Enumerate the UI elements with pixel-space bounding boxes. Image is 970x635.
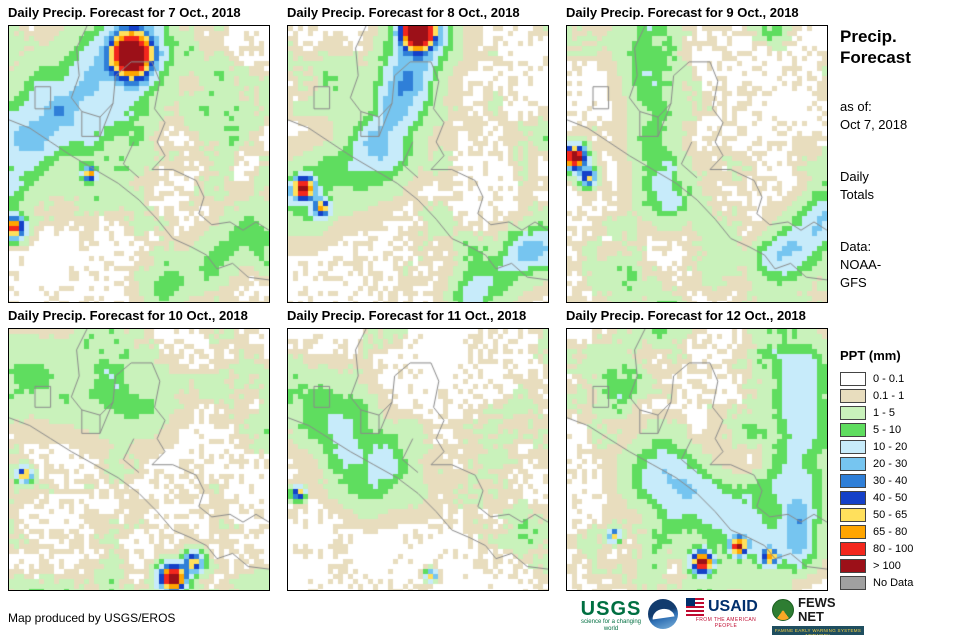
legend-label: 30 - 40 [873, 474, 908, 487]
legend-swatch [840, 575, 866, 590]
data-source-label: Data: NOAA- GFS [840, 239, 882, 291]
usaid-flag-icon [686, 598, 704, 616]
legend-swatch [840, 405, 866, 420]
legend-label: 0 - 0.1 [873, 372, 905, 385]
forecast-panel-oct11: Daily Precip. Forecast for 11 Oct., 2018 [287, 306, 549, 591]
usgs-logo-text: USGS [580, 598, 642, 620]
legend-entry: 5 - 10 [840, 421, 913, 438]
precip-map-canvas [8, 328, 270, 591]
legend-entry: 40 - 50 [840, 489, 913, 506]
panel-title: Daily Precip. Forecast for 9 Oct., 2018 [566, 5, 799, 20]
usaid-tagline: FROM THE AMERICAN PEOPLE [695, 617, 757, 629]
legend-label: 1 - 5 [873, 406, 896, 419]
fewsnet-emblem-icon [772, 599, 794, 621]
legend-entry: 10 - 20 [840, 438, 913, 455]
legend-entry: 80 - 100 [840, 540, 913, 557]
legend-swatch [840, 473, 866, 488]
usaid-logo: USAID FROM THE AMERICAN PEOPLE [686, 598, 766, 629]
totals-label: Daily Totals [840, 169, 874, 203]
legend-swatch [840, 490, 866, 505]
legend-swatch [840, 371, 866, 386]
legend-label: 0.1 - 1 [873, 389, 905, 402]
usgs-tagline: science for a changing world [580, 619, 642, 632]
precip-map-canvas [8, 25, 270, 303]
noaa-gull-icon [651, 607, 675, 620]
panel-title: Daily Precip. Forecast for 11 Oct., 2018 [287, 308, 527, 323]
panel-title: Daily Precip. Forecast for 8 Oct., 2018 [287, 5, 520, 20]
legend-entry: > 100 [840, 557, 913, 574]
legend-entry: 1 - 5 [840, 404, 913, 421]
usaid-logo-text: USAID [708, 598, 758, 615]
forecast-panel-oct8: Daily Precip. Forecast for 8 Oct., 2018 [287, 3, 549, 303]
panel-title: Daily Precip. Forecast for 7 Oct., 2018 [8, 5, 241, 20]
legend-swatch [840, 439, 866, 454]
legend-label: 65 - 80 [873, 525, 908, 538]
fewsnet-logo-text: FEWS NET [798, 595, 836, 624]
legend-swatch [840, 456, 866, 471]
panel-title: Daily Precip. Forecast for 12 Oct., 2018 [566, 308, 806, 323]
legend-label: > 100 [873, 559, 901, 572]
legend-entry: No Data [840, 574, 913, 591]
precip-map-canvas [566, 25, 828, 303]
legend-label: No Data [873, 576, 914, 589]
legend-label: 10 - 20 [873, 440, 908, 453]
fewsnet-tagline: FAMINE EARLY WARNING SYSTEMS NETWORK [772, 626, 864, 635]
sidebar: Precip. Forecast as of: Oct 7, 2018 Dail… [840, 0, 966, 600]
noaa-logo [648, 599, 678, 629]
legend-swatch [840, 422, 866, 437]
legend-label: 5 - 10 [873, 423, 902, 436]
legend-entry: 20 - 30 [840, 455, 913, 472]
legend-label: 40 - 50 [873, 491, 908, 504]
forecast-panel-oct10: Daily Precip. Forecast for 10 Oct., 2018 [8, 306, 270, 591]
legend-entry: 0.1 - 1 [840, 387, 913, 404]
page-title: Precip. Forecast [840, 27, 911, 68]
precip-map-canvas [287, 25, 549, 303]
legend: 0 - 0.1 0.1 - 1 1 - 5 5 - 10 10 - 20 20 … [840, 370, 913, 591]
map-credit: Map produced by USGS/EROS [8, 611, 176, 625]
fewsnet-logo: FEWS NET FAMINE EARLY WARNING SYSTEMS NE… [772, 596, 864, 635]
legend-swatch [840, 524, 866, 539]
legend-swatch [840, 388, 866, 403]
legend-swatch [840, 541, 866, 556]
legend-swatch [840, 507, 866, 522]
as-of-date: as of: Oct 7, 2018 [840, 99, 908, 133]
precip-map-canvas [287, 328, 549, 591]
panel-title: Daily Precip. Forecast for 10 Oct., 2018 [8, 308, 248, 323]
legend-swatch [840, 558, 866, 573]
precip-map-canvas [566, 328, 828, 591]
legend-label: 50 - 65 [873, 508, 908, 521]
legend-label: 20 - 30 [873, 457, 908, 470]
legend-entry: 30 - 40 [840, 472, 913, 489]
forecast-panel-oct7: Daily Precip. Forecast for 7 Oct., 2018 [8, 3, 270, 303]
usgs-logo: USGS science for a changing world [580, 599, 642, 633]
legend-title: PPT (mm) [840, 348, 901, 363]
legend-entry: 65 - 80 [840, 523, 913, 540]
legend-entry: 0 - 0.1 [840, 370, 913, 387]
legend-label: 80 - 100 [873, 542, 914, 555]
legend-entry: 50 - 65 [840, 506, 913, 523]
forecast-panel-oct12: Daily Precip. Forecast for 12 Oct., 2018 [566, 306, 828, 591]
forecast-panel-oct9: Daily Precip. Forecast for 9 Oct., 2018 [566, 3, 828, 303]
